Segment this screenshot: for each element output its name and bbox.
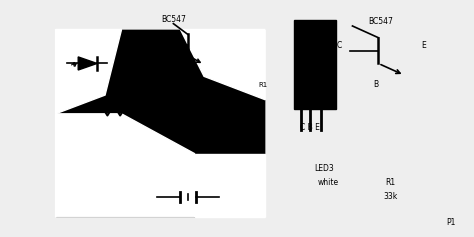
Text: BC547: BC547 <box>368 17 393 26</box>
Text: P1: P1 <box>447 218 456 227</box>
Text: white: white <box>318 178 338 187</box>
Text: C: C <box>337 41 342 50</box>
Text: LED3: LED3 <box>314 164 334 173</box>
Text: E: E <box>421 41 426 50</box>
Bar <box>55 29 265 217</box>
Polygon shape <box>55 114 195 217</box>
Bar <box>293 20 336 109</box>
Polygon shape <box>55 29 121 114</box>
Polygon shape <box>78 57 97 70</box>
Text: C B E: C B E <box>300 123 320 132</box>
Polygon shape <box>195 154 265 217</box>
Polygon shape <box>181 29 265 100</box>
Text: B: B <box>374 80 379 89</box>
Text: 33k: 33k <box>383 192 397 201</box>
Text: R1: R1 <box>385 178 395 187</box>
Text: R1: R1 <box>258 82 267 87</box>
Text: BC547: BC547 <box>161 15 186 24</box>
